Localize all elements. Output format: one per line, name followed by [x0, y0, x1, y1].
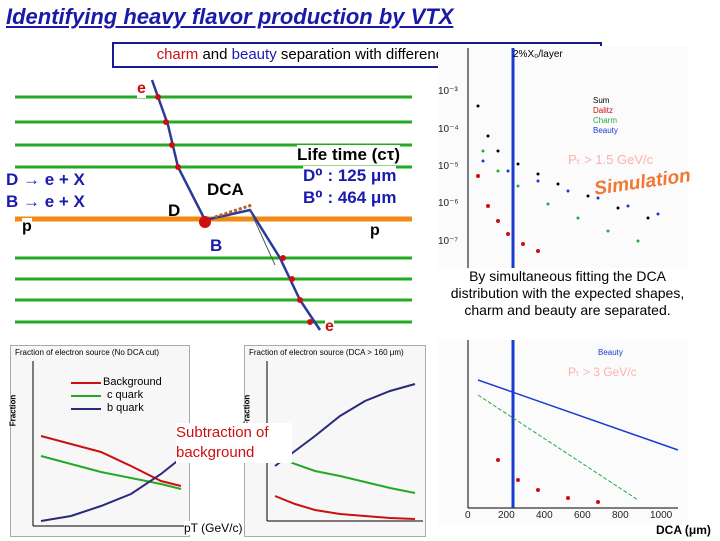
background-line-cut [274, 495, 416, 520]
frac-right-ylabel: Fraction [242, 394, 252, 427]
subtitle-and: and [198, 46, 232, 63]
ytick-2: 10⁻⁴ [438, 124, 459, 135]
legend-c-quark: c quark [107, 389, 144, 401]
lifetime-d0: D⁰ : 125 μm [303, 166, 397, 186]
dalitz-points [476, 174, 540, 253]
ytick-1: 10⁻³ [438, 86, 458, 97]
xtick-600: 600 [574, 510, 591, 521]
label-e-top: e [137, 80, 146, 98]
ytick-5: 10⁻⁷ [438, 236, 459, 247]
xtick-200: 200 [498, 510, 515, 521]
legend-beauty: Beauty [593, 126, 618, 135]
subtraction-label: Subtraction of background [176, 423, 292, 463]
legend-beauty-bottom: Beauty [598, 348, 623, 357]
dca-plot-top-svg [467, 48, 660, 268]
slide-title: Identifying heavy flavor production by V… [6, 4, 454, 29]
label-decay-b: B → e + X [6, 192, 85, 212]
label-e-bottom: e [325, 318, 334, 336]
pt-cut-bottom: Pₜ > 3 GeV/c [568, 365, 637, 379]
legend-dalitz: Dalitz [593, 106, 614, 115]
sum-points [476, 104, 650, 220]
legend-sum: Sum [593, 96, 610, 105]
xtick-1000: 1000 [650, 510, 673, 521]
legend-charm: Charm [593, 116, 618, 125]
frac-left-title: Fraction of electron source (No DCA cut) [15, 348, 160, 357]
dca-plot-bottom: Beauty Pₜ > 3 GeV/c 0 200 400 600 800 10… [438, 340, 688, 525]
label-p-right: p [370, 222, 380, 240]
x-label-dca: DCA (μm) [656, 523, 711, 537]
legend-background: Background [103, 376, 162, 388]
ytick-3: 10⁻⁵ [438, 161, 459, 172]
pt-cut-label: Pₜ > 1.5 GeV/c [568, 152, 654, 167]
b-quark-line [40, 457, 182, 522]
dca-plot-bottom-svg [467, 340, 679, 509]
charm-points [481, 149, 640, 243]
background-line [40, 435, 182, 487]
label-d: D [168, 201, 181, 220]
xtick-0: 0 [465, 510, 471, 521]
label-dca: DCA [207, 180, 244, 199]
xtick-800: 800 [612, 510, 629, 521]
b-quark-line-cut [274, 383, 416, 467]
fraction-right-svg [266, 361, 423, 522]
lifetime-title: Life time (cτ) [297, 145, 400, 165]
frac-right-title: Fraction of electron source (DCA > 160 μ… [249, 348, 404, 357]
extrapolation-line [249, 209, 276, 266]
c-quark-line [40, 455, 182, 490]
charm-fit-line [477, 394, 639, 501]
dca-plot-top: 2%X₀/layer Sum Dalitz Charm Beauty Pₜ > … [438, 46, 692, 268]
dalitz-bottom-points [496, 458, 600, 504]
fit-note: By simultaneous fitting the DCA distribu… [445, 268, 690, 319]
subtitle-beauty: beauty [231, 46, 277, 63]
label-b: B [210, 236, 223, 255]
electron-track-bottom [204, 208, 322, 331]
fraction-left-svg [32, 361, 186, 527]
frac-xlabel: pT (GeV/c) [184, 521, 243, 535]
frac-left-ylabel: Fraction [8, 394, 18, 427]
label-p-left: p [22, 218, 32, 236]
beauty-points [481, 159, 660, 216]
dca-marker [214, 203, 253, 219]
label-decay-d: D → e + X [6, 170, 85, 190]
electron-track-top [150, 79, 207, 221]
beauty-fit-line [477, 379, 679, 451]
legend-b-quark: b quark [107, 402, 144, 414]
xtick-400: 400 [536, 510, 553, 521]
hit-points [155, 94, 313, 325]
fraction-plot-no-cut: Fraction of electron source (No DCA cut)… [8, 345, 190, 537]
primary-vertex [199, 216, 211, 228]
ytick-4: 10⁻⁶ [438, 198, 459, 209]
plot-header: 2%X₀/layer [513, 49, 563, 60]
lifetime-b0: B⁰ : 464 μm [303, 188, 397, 208]
subtitle-charm: charm [156, 46, 199, 63]
c-quark-line-cut [274, 455, 416, 494]
